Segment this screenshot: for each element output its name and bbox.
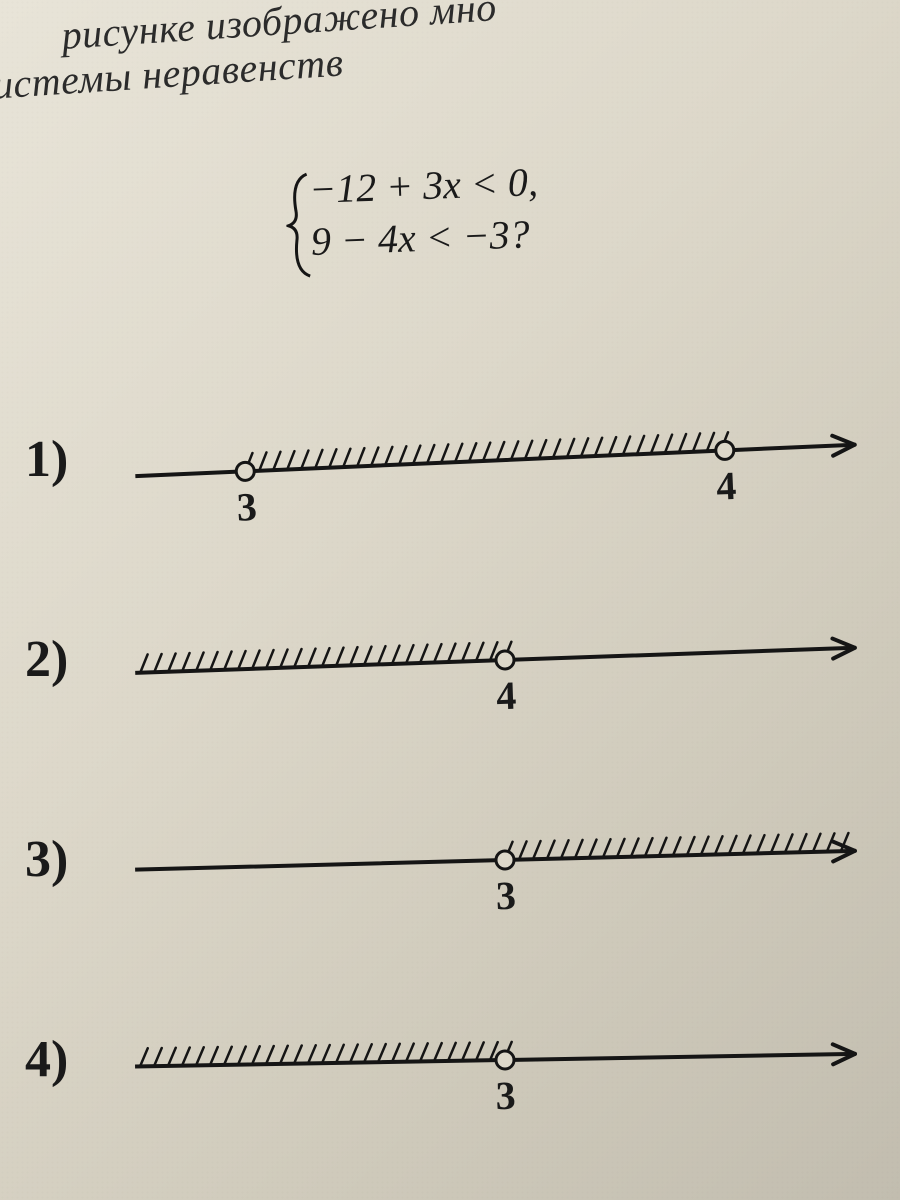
number-line: 3 [134, 984, 876, 1137]
option-label: 1) [25, 430, 68, 489]
question-heading: рисунке изображено мно системы неравенст… [60, 0, 900, 104]
brace-icon [284, 170, 318, 281]
option-4: 4)3 [25, 990, 875, 1190]
option-1: 1)34 [25, 390, 875, 590]
option-label: 4) [25, 1030, 68, 1089]
number-line: 34 [132, 374, 877, 546]
inequality-1: −12 + 3x < 0, [308, 156, 538, 216]
inequality-2: 9 − 4x < −3? [310, 208, 540, 268]
inequality-system: −12 + 3x < 0, 9 − 4x < −3? [308, 156, 540, 268]
option-label: 2) [25, 630, 68, 689]
number-line: 4 [133, 577, 877, 743]
answer-options: 1)342)43)34)3 [25, 390, 875, 1190]
option-label: 3) [25, 830, 68, 889]
option-3: 3)3 [25, 790, 875, 990]
option-2: 2)4 [25, 590, 875, 790]
number-line: 3 [133, 780, 876, 939]
page: рисунке изображено мно системы неравенст… [0, 0, 900, 1200]
